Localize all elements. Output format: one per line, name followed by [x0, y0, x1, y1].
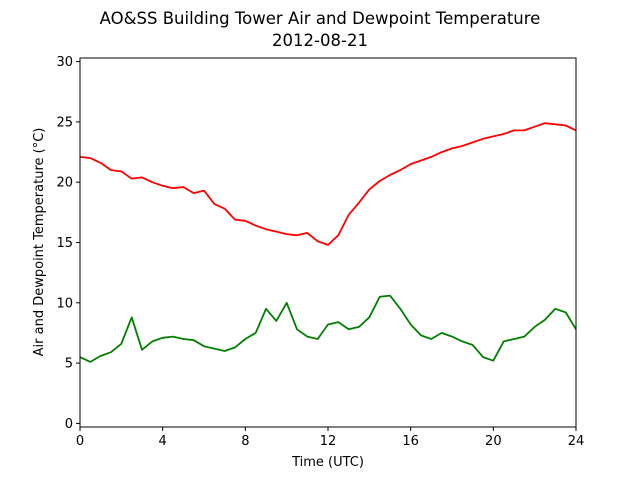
x-tick-label: 8 — [241, 434, 249, 449]
y-ticks: 0 5 10 15 20 25 30 — [56, 55, 80, 432]
series-line-0 — [79, 122, 577, 246]
x-tick-label: 20 — [485, 434, 502, 449]
x-ticks: 0 4 8 12 16 20 24 — [76, 427, 584, 449]
chart-title: AO&SS Building Tower Air and Dewpoint Te… — [100, 9, 541, 28]
plot-frame — [79, 57, 577, 428]
y-tick-label: 5 — [65, 357, 73, 372]
series-group — [79, 122, 577, 363]
series-line-1 — [79, 294, 577, 363]
y-tick-label: 30 — [56, 55, 73, 70]
x-tick-label: 24 — [568, 434, 585, 449]
y-tick-label: 15 — [56, 236, 73, 251]
x-tick-label: 0 — [76, 434, 84, 449]
x-tick-label: 4 — [159, 434, 167, 449]
y-axis-label: Air and Dewpoint Temperature (°C) — [32, 128, 47, 357]
chart-subtitle: 2012-08-21 — [272, 31, 368, 50]
x-tick-label: 12 — [320, 434, 337, 449]
y-tick-label: 20 — [56, 176, 73, 191]
x-axis-label: Time (UTC) — [291, 455, 364, 470]
y-tick-label: 10 — [56, 296, 73, 311]
y-tick-label: 25 — [56, 115, 73, 130]
y-tick-label: 0 — [65, 417, 73, 432]
x-tick-label: 16 — [402, 434, 419, 449]
